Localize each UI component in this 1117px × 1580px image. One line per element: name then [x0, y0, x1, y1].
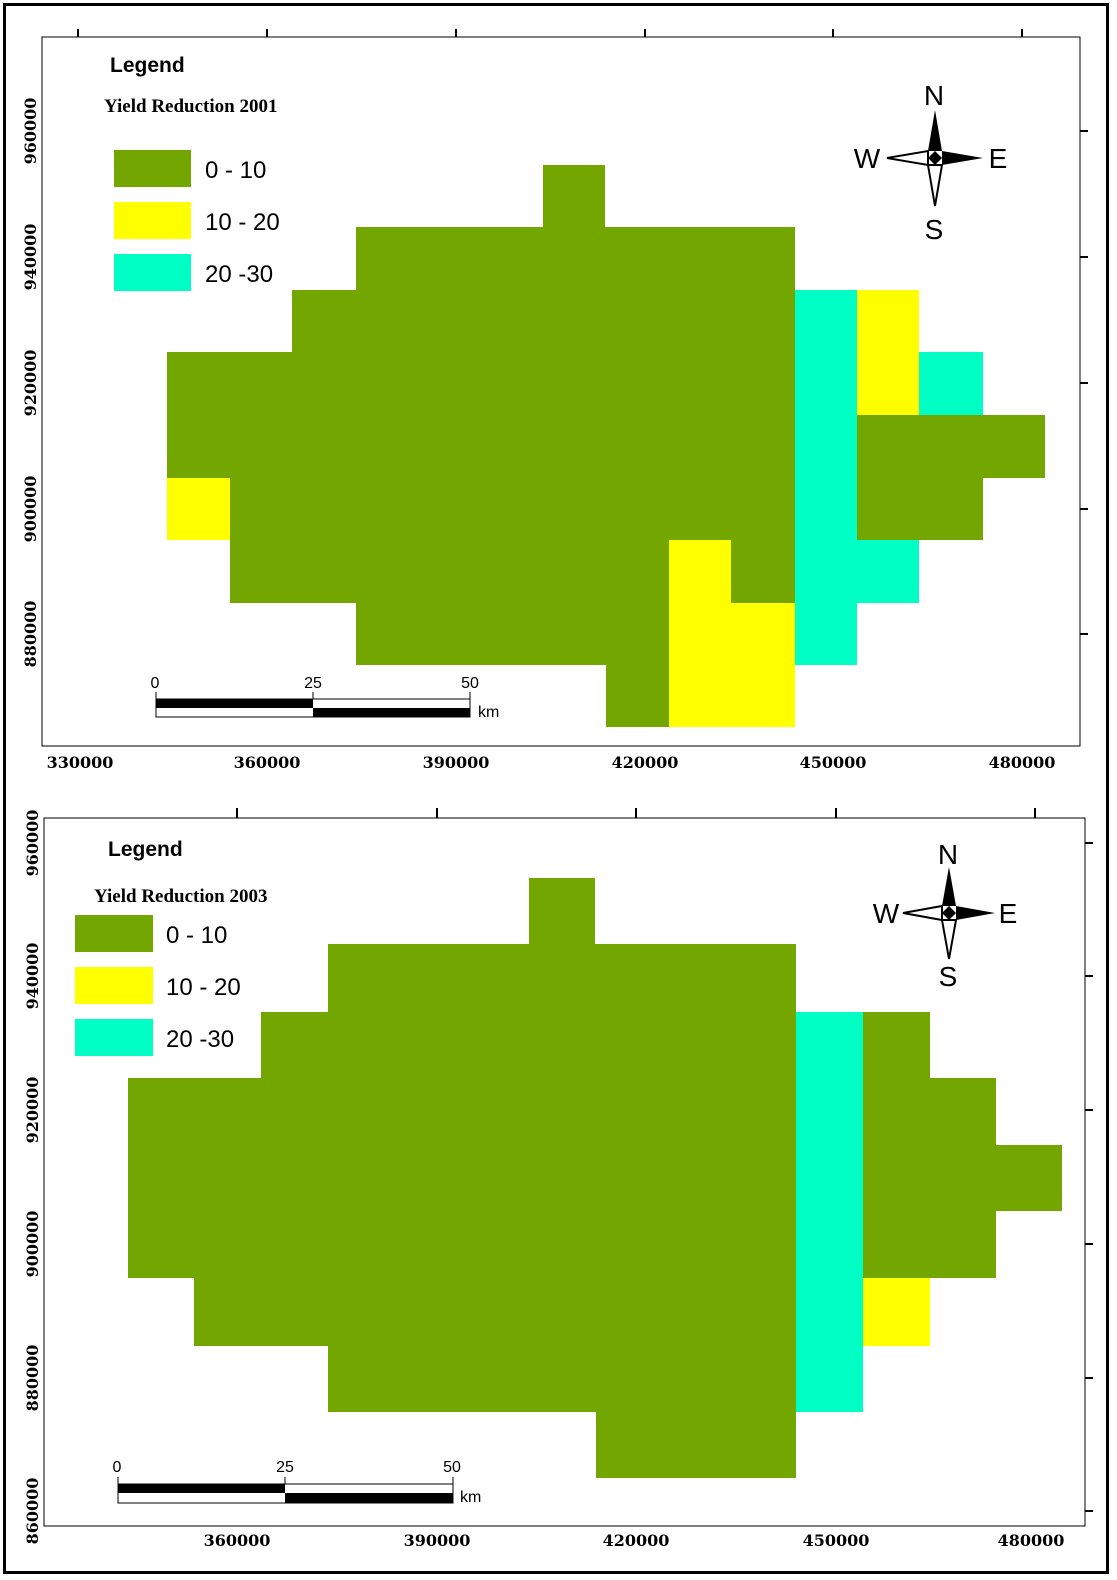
legend-title: Legend	[110, 54, 185, 77]
right-ticks	[1085, 842, 1093, 1512]
scale-label: 50	[443, 1459, 461, 1476]
zone-0-10	[167, 165, 795, 727]
legend-swatch-20-30	[114, 254, 191, 291]
legend-swatch-20-30	[75, 1019, 153, 1056]
x-tick-label: 390000	[423, 753, 490, 772]
x-tick-label: 480000	[998, 1531, 1065, 1550]
legend-subtitle: Yield Reduction 2001	[104, 96, 277, 117]
legend-swatch-0-10	[114, 150, 191, 187]
compass-n: N	[938, 839, 958, 870]
scale-label: 0	[151, 675, 160, 692]
right-ticks	[1080, 130, 1088, 635]
legend-label: 20 -30	[166, 1026, 234, 1053]
x-tick-label: 480000	[989, 753, 1056, 772]
x-tick-label: 420000	[612, 753, 679, 772]
scale-label: 50	[461, 675, 479, 692]
y-tick-label: 880000	[23, 1345, 42, 1412]
legend-label: 0 - 10	[205, 157, 266, 184]
x-tick-label: 330000	[47, 753, 114, 772]
zone-20-30	[919, 352, 983, 415]
y-tick-label: 880000	[21, 601, 40, 668]
compass-w: W	[873, 898, 900, 929]
scale-label: 25	[304, 675, 322, 692]
compass-n: N	[924, 80, 944, 111]
top-ticks	[236, 808, 1036, 818]
y-tick-label: 960000	[23, 810, 42, 877]
compass-e: E	[999, 898, 1018, 929]
compass-s: S	[925, 214, 944, 245]
legend-swatch-10-20	[114, 202, 191, 239]
legend-label: 10 - 20	[166, 974, 241, 1001]
scale-label: 0	[113, 1459, 122, 1476]
zone-10-20	[167, 478, 230, 540]
zone-10-20	[857, 290, 919, 415]
y-tick-label: 940000	[23, 943, 42, 1010]
x-tick-label: 390000	[404, 1531, 471, 1550]
map-frame	[41, 36, 1081, 747]
zone-0-10	[863, 1012, 1062, 1278]
legend-subtitle: Yield Reduction 2003	[94, 886, 267, 907]
x-tick-label: 450000	[803, 1531, 870, 1550]
scale-bar	[155, 692, 471, 718]
legend-title: Legend	[108, 838, 183, 861]
zone-20-30	[796, 1012, 863, 1412]
x-tick-label: 450000	[800, 753, 867, 772]
top-ticks	[77, 29, 1023, 37]
y-tick-label: 860000	[23, 1478, 42, 1545]
x-tick-label: 360000	[204, 1531, 271, 1550]
north-arrow-icon	[902, 867, 995, 960]
zone-20-30	[795, 290, 919, 665]
scale-bar	[117, 1477, 454, 1504]
y-tick-label: 900000	[23, 1211, 42, 1278]
map-2003: 360000 390000 420000 450000 480000 96000…	[23, 808, 1093, 1550]
legend-label: 20 -30	[205, 261, 273, 288]
zone-0-10	[857, 415, 1045, 540]
y-tick-label: 900000	[21, 476, 40, 543]
north-arrow-icon	[886, 110, 983, 207]
compass-w: W	[854, 143, 881, 174]
zone-0-10	[128, 878, 796, 1478]
scale-unit: km	[460, 1489, 481, 1506]
x-tick-label: 360000	[234, 753, 301, 772]
map-2001: 330000 360000 390000 420000 450000 48000…	[21, 29, 1088, 772]
map-frame	[43, 817, 1086, 1527]
x-tick-label: 420000	[603, 1531, 670, 1550]
legend-label: 0 - 10	[166, 922, 227, 949]
y-tick-label: 940000	[21, 224, 40, 291]
legend-swatch-0-10	[75, 915, 153, 952]
compass-e: E	[989, 143, 1008, 174]
compass-s: S	[939, 961, 958, 992]
y-tick-label: 920000	[21, 350, 40, 417]
scale-unit: km	[478, 704, 499, 721]
scale-label: 25	[276, 1459, 294, 1476]
zone-10-20	[669, 540, 795, 727]
zone-10-20	[863, 1278, 930, 1346]
legend-label: 10 - 20	[205, 209, 280, 236]
y-tick-label: 920000	[23, 1077, 42, 1144]
legend-swatch-10-20	[75, 967, 153, 1004]
y-tick-label: 960000	[21, 98, 40, 165]
